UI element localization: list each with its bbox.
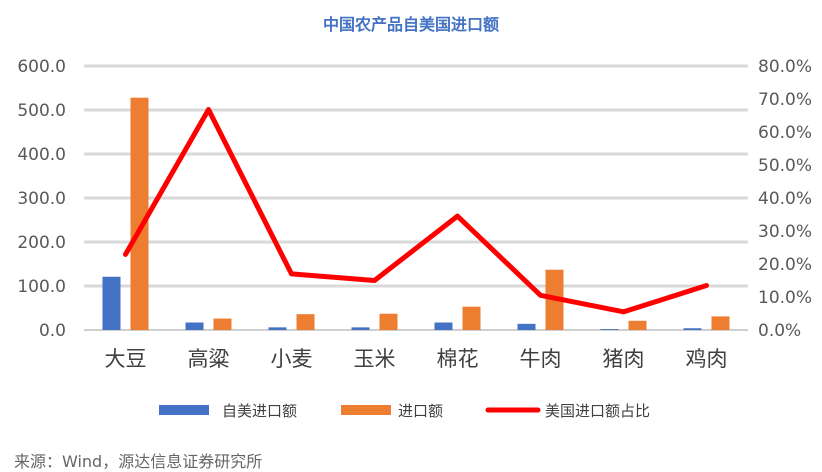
line-series xyxy=(123,107,709,315)
left-tick-label: 400.0 xyxy=(17,145,66,165)
bar-total-import xyxy=(628,320,647,330)
category-label: 高粱 xyxy=(188,347,230,371)
bar-us-import xyxy=(185,322,204,330)
left-tick-label: 100.0 xyxy=(17,277,66,297)
left-tick-label: 600.0 xyxy=(17,57,66,77)
right-tick-label: 10.0% xyxy=(758,288,812,308)
left-tick-label: 500.0 xyxy=(17,101,66,121)
left-axis: 0.0 100.0 200.0 300.0 400.0 500.0 600.0 xyxy=(17,57,66,341)
bar-series xyxy=(102,97,730,331)
category-label: 玉米 xyxy=(354,347,396,371)
line-us-share xyxy=(123,107,709,315)
bar-total-import xyxy=(462,306,481,330)
right-tick-label: 0.0% xyxy=(758,321,801,341)
category-axis: 大豆 高粱 小麦 玉米 棉花 牛肉 猪肉 鸡肉 xyxy=(105,347,728,371)
source-note: 来源：Wind，源达信息证券研究所 xyxy=(14,452,263,471)
right-tick-label: 70.0% xyxy=(758,90,812,110)
category-label: 鸡肉 xyxy=(686,347,728,371)
bar-us-import xyxy=(102,276,121,330)
right-tick-label: 50.0% xyxy=(758,156,812,176)
left-tick-label: 300.0 xyxy=(17,189,66,209)
left-tick-label: 200.0 xyxy=(17,233,66,253)
legend-share-label: 美国进口额占比 xyxy=(545,402,650,420)
bar-us-import xyxy=(600,329,619,330)
category-label: 猪肉 xyxy=(603,347,645,371)
bar-us-import xyxy=(517,323,536,330)
category-label: 牛肉 xyxy=(520,347,562,371)
chart-plot: 0.0 100.0 200.0 300.0 400.0 500.0 600.0 0.0% 10… xyxy=(17,57,812,420)
bar-total-import xyxy=(711,316,730,330)
right-tick-label: 20.0% xyxy=(758,255,812,275)
legend: 自美进口额 进口额 美国进口额占比 xyxy=(159,402,650,420)
right-tick-label: 40.0% xyxy=(758,189,812,209)
chart-title: 中国农产品自美国进口额 xyxy=(322,15,499,34)
bar-total-import xyxy=(130,97,149,331)
right-tick-label: 80.0% xyxy=(758,57,812,77)
legend-total-import-label: 进口额 xyxy=(398,402,443,420)
category-label: 大豆 xyxy=(105,347,147,371)
right-axis: 0.0% 10.0% 20.0% 30.0% 40.0% 50.0% 60.0% 70.0% 8… xyxy=(758,57,812,341)
left-tick-label: 0.0 xyxy=(39,321,66,341)
legend-us-import-swatch xyxy=(159,405,209,415)
legend-us-import-label: 自美进口额 xyxy=(222,402,297,420)
bar-us-import xyxy=(351,327,370,330)
bar-total-import xyxy=(213,318,232,330)
bar-total-import xyxy=(379,313,398,330)
right-tick-label: 30.0% xyxy=(758,222,812,242)
category-label: 小麦 xyxy=(271,347,313,371)
bar-us-import xyxy=(268,327,287,330)
legend-total-import-swatch xyxy=(341,405,391,415)
bar-us-import xyxy=(434,322,453,330)
right-tick-label: 60.0% xyxy=(758,123,812,143)
bar-us-import xyxy=(683,328,702,330)
category-label: 棉花 xyxy=(437,347,479,371)
grid-lines xyxy=(84,64,748,331)
bar-total-import xyxy=(296,314,315,330)
